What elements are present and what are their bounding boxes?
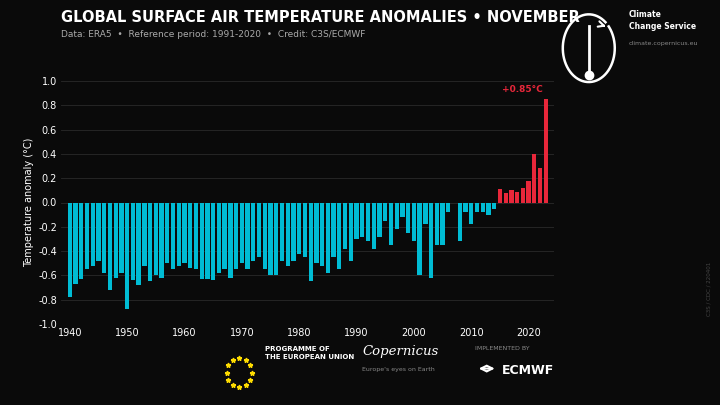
Bar [234,202,238,269]
Bar [418,202,422,275]
Bar [441,202,445,245]
Bar [114,202,118,278]
Text: GLOBAL SURFACE AIR TEMPERATURE ANOMALIES • NOVEMBER: GLOBAL SURFACE AIR TEMPERATURE ANOMALIES… [61,10,580,25]
Text: Climate
Change Service: Climate Change Service [629,10,696,31]
Text: IMPLEMENTED BY: IMPLEMENTED BY [475,346,530,351]
Bar [108,202,112,290]
Text: climate.copernicus.eu: climate.copernicus.eu [629,40,698,45]
Bar [314,202,318,263]
Bar [389,202,393,245]
Bar [474,202,479,212]
Bar [337,202,341,269]
Bar [521,188,525,202]
Bar [492,202,496,209]
Text: Copernicus: Copernicus [362,345,438,358]
Bar [148,202,152,281]
Text: Data: ERA5  •  Reference period: 1991-2020  •  Credit: C3S/ECMWF: Data: ERA5 • Reference period: 1991-2020… [61,30,366,39]
Bar [331,202,336,257]
Bar [308,202,312,281]
Bar [73,202,78,284]
Bar [246,202,250,269]
Bar [182,202,186,263]
Text: C3S / CDC / 220401: C3S / CDC / 220401 [706,262,711,316]
Bar [395,202,399,229]
Bar [348,202,353,261]
Bar [372,202,376,249]
Bar [274,202,279,275]
Text: Europe's eyes on Earth: Europe's eyes on Earth [362,367,435,372]
Bar [486,202,490,215]
Bar [383,202,387,221]
Bar [446,202,451,212]
Bar [429,202,433,278]
Bar [280,202,284,261]
Bar [205,202,210,279]
Bar [79,202,84,279]
Bar [96,202,101,261]
Bar [469,202,473,224]
Bar [153,202,158,275]
Bar [176,202,181,266]
Text: ECMWF: ECMWF [502,364,554,377]
Bar [458,202,462,241]
Bar [343,202,347,249]
Bar [320,202,324,266]
Bar [538,168,542,202]
Bar [199,202,204,279]
Bar [171,202,175,269]
Bar [217,202,221,273]
Bar [303,202,307,257]
Bar [125,202,130,309]
Bar [423,202,428,224]
Bar [257,202,261,257]
Bar [400,202,405,217]
Bar [377,202,382,237]
Bar [188,202,192,268]
Bar [412,202,416,241]
Bar [194,202,198,269]
Bar [366,202,370,241]
Bar [91,202,95,266]
Bar [286,202,290,266]
Bar [228,202,233,278]
Bar [480,202,485,212]
Bar [406,202,410,233]
Bar [165,202,169,263]
Bar [263,202,267,269]
Bar [509,190,513,202]
Y-axis label: Temperature anomaly (°C): Temperature anomaly (°C) [24,138,34,267]
Bar [526,181,531,202]
Bar [269,202,273,275]
Bar [297,202,302,254]
Bar [251,202,256,261]
Bar [360,202,364,237]
Bar [120,202,124,273]
Text: PROGRAMME OF
THE EUROPEAN UNION: PROGRAMME OF THE EUROPEAN UNION [265,346,354,360]
Bar [85,202,89,269]
Bar [435,202,439,245]
Bar [354,202,359,239]
Bar [240,202,244,263]
Bar [143,202,146,266]
Bar [292,202,296,261]
Bar [137,202,141,285]
Bar [498,189,502,202]
Bar [544,99,548,202]
Bar [68,202,72,297]
Bar [211,202,215,280]
Bar [503,193,508,202]
Bar [464,202,468,212]
Bar [325,202,330,273]
Bar [102,202,107,273]
Bar [515,192,519,202]
Bar [222,202,227,269]
Bar [532,154,536,202]
Text: +0.85°C: +0.85°C [502,85,543,94]
Bar [131,202,135,280]
Bar [159,202,163,278]
